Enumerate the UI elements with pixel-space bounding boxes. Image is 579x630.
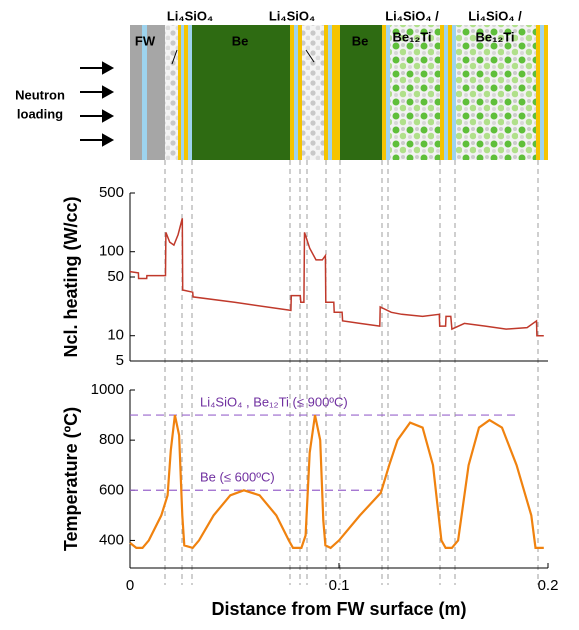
limit-label: Be (≤ 600ºC) bbox=[200, 470, 275, 485]
x-axis-title: Distance from FW surface (m) bbox=[211, 599, 466, 619]
y-tick-label: 800 bbox=[99, 431, 124, 448]
layer bbox=[456, 25, 536, 160]
layer bbox=[165, 25, 178, 160]
layer-label: Li₄SiO₄ bbox=[269, 8, 315, 23]
layer-label: Li₄SiO₄ bbox=[167, 8, 213, 23]
source-label: Neutron bbox=[15, 87, 65, 102]
x-tick-label: 0 bbox=[126, 577, 134, 594]
neutron-arrows bbox=[80, 61, 115, 147]
layer bbox=[130, 25, 142, 160]
pointer bbox=[305, 49, 315, 63]
data-line bbox=[129, 414, 544, 550]
layer bbox=[444, 25, 448, 160]
layer bbox=[294, 25, 298, 160]
y-tick-label: 600 bbox=[99, 481, 124, 498]
layer bbox=[302, 25, 324, 160]
layer bbox=[178, 25, 181, 160]
layer bbox=[448, 25, 452, 160]
y-tick-label: 1000 bbox=[91, 381, 124, 398]
layer bbox=[390, 25, 440, 160]
layer-label: Be₁₂Ti bbox=[475, 29, 514, 44]
layer bbox=[188, 25, 192, 160]
layer bbox=[184, 25, 188, 160]
layer-label: Li₄SiO₄ / bbox=[385, 8, 439, 23]
y-tick-label: 400 bbox=[99, 531, 124, 548]
layer bbox=[386, 25, 390, 160]
layer bbox=[332, 25, 340, 160]
y-tick-label: 500 bbox=[99, 184, 124, 201]
data-line bbox=[129, 218, 544, 337]
layer bbox=[290, 25, 294, 160]
layer-schematic bbox=[130, 25, 548, 160]
layer-label: FW bbox=[135, 33, 156, 48]
layer bbox=[142, 25, 147, 160]
layer-label: Be bbox=[352, 33, 369, 48]
y-axis-title: Ncl. heating (W/cc) bbox=[61, 196, 81, 357]
layer bbox=[147, 25, 165, 160]
layer-label: Be bbox=[232, 33, 249, 48]
pointer bbox=[171, 49, 178, 65]
y-axis-title: Temperature (ºC) bbox=[61, 407, 81, 551]
layer-label: Li₄SiO₄ / bbox=[468, 8, 522, 23]
layer bbox=[192, 25, 290, 160]
layer bbox=[452, 25, 456, 160]
layer bbox=[536, 25, 540, 160]
layer bbox=[324, 25, 328, 160]
layer bbox=[298, 25, 302, 160]
y-tick-label: 5 bbox=[116, 352, 124, 369]
layer bbox=[440, 25, 444, 160]
layer bbox=[540, 25, 544, 160]
layer bbox=[544, 25, 548, 160]
x-tick-label: 0.1 bbox=[329, 577, 350, 594]
source-label: loading bbox=[17, 106, 63, 121]
layer-label: Be₁₂Ti bbox=[392, 29, 431, 44]
layer bbox=[382, 25, 386, 160]
layer bbox=[340, 25, 382, 160]
y-tick-label: 10 bbox=[107, 327, 124, 344]
layer bbox=[181, 25, 184, 160]
layer bbox=[328, 25, 332, 160]
x-tick-label: 0.2 bbox=[538, 577, 559, 594]
y-tick-label: 50 bbox=[107, 268, 124, 285]
limit-label: Li₄SiO₄ , Be₁₂Ti (≤ 900ºC) bbox=[200, 395, 348, 410]
y-tick-label: 100 bbox=[99, 243, 124, 260]
plots: 5 10 50 100 500 Ncl. heating (W/cc) 400 600 800 1… bbox=[61, 160, 559, 619]
